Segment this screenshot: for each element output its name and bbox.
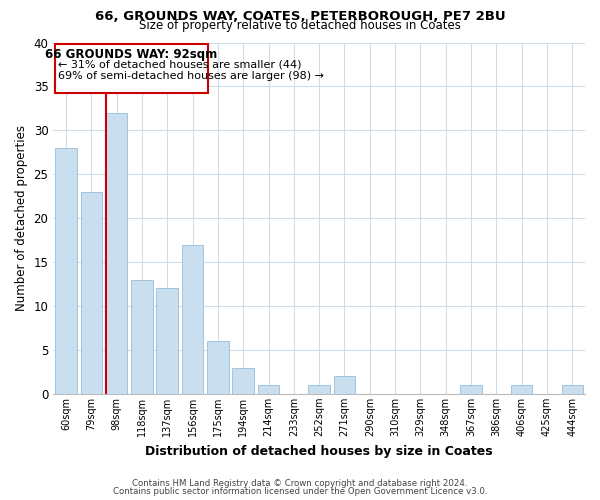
FancyBboxPatch shape [55, 44, 208, 94]
Bar [131, 280, 152, 394]
Bar [55, 148, 77, 394]
Bar [308, 385, 330, 394]
Text: 66 GROUNDS WAY: 92sqm: 66 GROUNDS WAY: 92sqm [45, 48, 217, 61]
Text: ← 31% of detached houses are smaller (44): ← 31% of detached houses are smaller (44… [58, 59, 302, 69]
Text: Contains public sector information licensed under the Open Government Licence v3: Contains public sector information licen… [113, 487, 487, 496]
Bar [232, 368, 254, 394]
Text: Contains HM Land Registry data © Crown copyright and database right 2024.: Contains HM Land Registry data © Crown c… [132, 478, 468, 488]
Bar [460, 385, 482, 394]
Bar [80, 192, 102, 394]
Bar [182, 244, 203, 394]
Bar [562, 385, 583, 394]
Y-axis label: Number of detached properties: Number of detached properties [15, 125, 28, 311]
Bar [258, 385, 279, 394]
Text: Size of property relative to detached houses in Coates: Size of property relative to detached ho… [139, 19, 461, 32]
Text: 66, GROUNDS WAY, COATES, PETERBOROUGH, PE7 2BU: 66, GROUNDS WAY, COATES, PETERBOROUGH, P… [95, 10, 505, 23]
Bar [157, 288, 178, 394]
Bar [106, 113, 127, 394]
Bar [334, 376, 355, 394]
Bar [207, 341, 229, 394]
Text: 69% of semi-detached houses are larger (98) →: 69% of semi-detached houses are larger (… [58, 70, 325, 81]
Bar [511, 385, 532, 394]
X-axis label: Distribution of detached houses by size in Coates: Distribution of detached houses by size … [145, 444, 493, 458]
